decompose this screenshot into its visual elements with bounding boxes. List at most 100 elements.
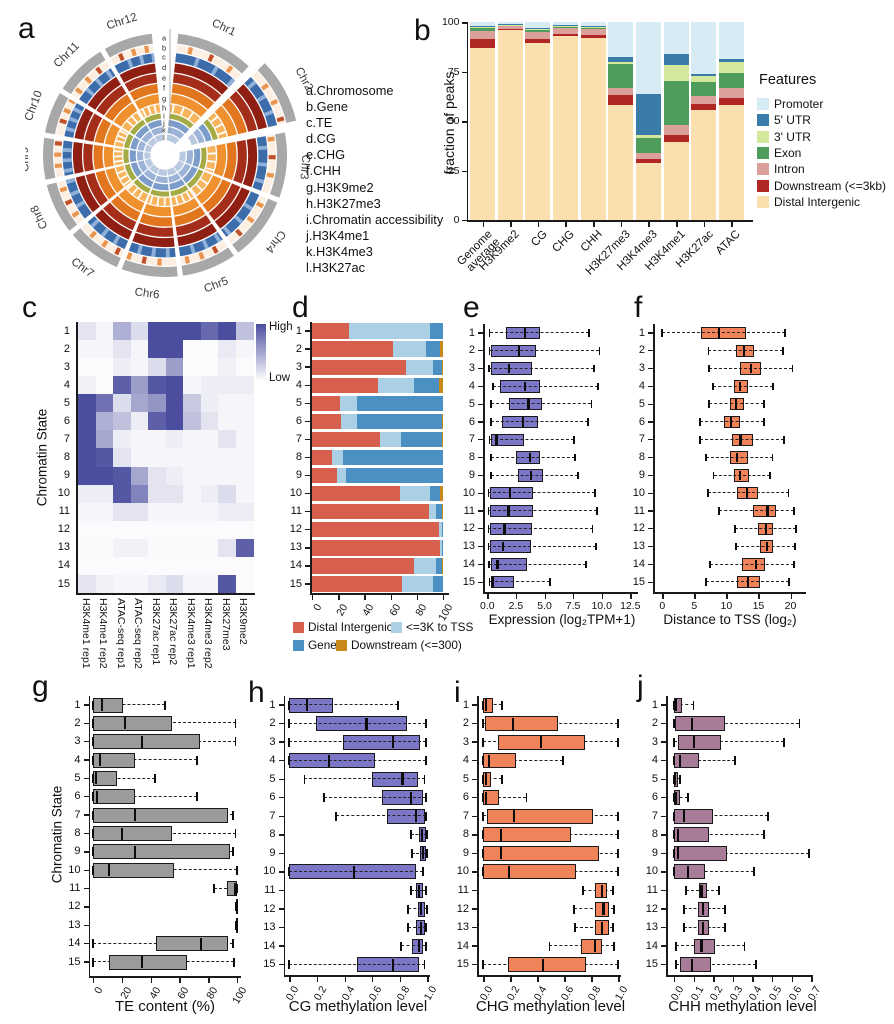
heatmap-cell xyxy=(200,556,219,576)
circos-fleck xyxy=(234,215,244,224)
boxplot-median xyxy=(700,940,703,953)
boxplot-whisker-cap xyxy=(582,886,585,895)
boxplot-whisker-cap xyxy=(617,848,620,858)
boxplot-whisker xyxy=(401,945,426,947)
panel-i-row-label: 12 xyxy=(456,902,469,915)
bar-segment xyxy=(377,377,415,393)
panel-j-row-label: 8 xyxy=(651,828,658,841)
bar-segment xyxy=(635,134,661,139)
boxplot-whisker xyxy=(289,704,399,706)
circos-track-g-Chr5 xyxy=(172,197,200,216)
panel-j-row-tick xyxy=(661,889,666,892)
bar-segment xyxy=(580,38,606,220)
panel-c-col-label: H3K9me2 xyxy=(237,598,250,645)
panel-f-row-label: 6 xyxy=(638,415,645,428)
boxplot-median xyxy=(499,828,502,841)
boxplot-whisker-cap xyxy=(234,920,237,930)
panel-j-row-label: 1 xyxy=(651,698,658,711)
panel-b-y-tick-label: 25 xyxy=(447,164,460,177)
boxplot-whisker-cap xyxy=(288,719,291,729)
legend-item-feature: Promoter xyxy=(757,97,823,111)
heatmap-cell xyxy=(78,412,96,431)
panel-f-row-tick xyxy=(648,456,653,459)
panel-b-y-tick xyxy=(461,22,467,24)
boxplot-whisker-cap xyxy=(426,904,429,914)
boxplot-median xyxy=(120,827,123,840)
heatmap-cell xyxy=(95,394,114,413)
panel-d-row-label: 3 xyxy=(295,360,302,373)
boxplot-whisker xyxy=(700,438,785,440)
heatmap-cell xyxy=(148,394,166,413)
panel-d-row-label: 4 xyxy=(295,378,302,391)
panel-j-x-tick xyxy=(772,976,774,982)
panel-g-x-tick xyxy=(150,977,152,983)
panel-j-row-label: 12 xyxy=(645,902,658,915)
panel-c-x-axis xyxy=(76,593,255,596)
boxplot-whisker-cap xyxy=(704,578,707,586)
circos-track-d-Chr10 xyxy=(74,108,94,140)
boxplot-whisker-cap xyxy=(587,418,589,426)
circos-fleck xyxy=(123,179,131,186)
circos-fleck xyxy=(105,69,114,80)
panel-c-row-label: 8 xyxy=(63,451,70,464)
panel-f-x-axis-title: Distance to TSS (log₂) xyxy=(663,612,797,627)
circos-track-i-Chr9 xyxy=(123,149,130,164)
panel-i-row-label: 5 xyxy=(462,772,469,785)
circos-track-letter-k: k xyxy=(162,126,166,135)
bar-segment xyxy=(440,486,443,502)
circos-track-g-Chr6 xyxy=(143,203,172,217)
boxplot-median xyxy=(738,381,741,392)
boxplot-median xyxy=(133,845,136,858)
circos-track-k-Chr9 xyxy=(137,151,144,161)
legend-swatch xyxy=(293,622,304,633)
boxplot-whisker xyxy=(93,795,197,797)
boxplot-median xyxy=(717,328,720,338)
boxplot-median xyxy=(702,921,705,934)
panel-d-row-label: 8 xyxy=(295,451,302,464)
heatmap-cell xyxy=(165,538,184,558)
boxplot-box xyxy=(580,938,603,954)
circos-fleck xyxy=(210,65,219,76)
boxplot-median xyxy=(391,958,394,971)
circos-track-i-Chr11 xyxy=(130,119,146,136)
heatmap-cell xyxy=(218,340,236,359)
panel-d-row-tick xyxy=(305,366,310,368)
panel-g-x-tick xyxy=(121,977,124,983)
circos-legend-item: c.TE xyxy=(306,115,333,131)
boxplot-median xyxy=(529,470,532,481)
boxplot-median xyxy=(540,736,543,749)
circos-fleck xyxy=(184,256,191,264)
circos-track-c-Chr1 xyxy=(175,53,236,88)
panel-g-row-tick xyxy=(83,924,89,926)
boxplot-whisker-cap xyxy=(482,960,485,970)
bar-segment xyxy=(718,58,744,63)
panel-g-y-axis xyxy=(88,695,91,978)
panel-h-row-tick xyxy=(278,871,284,873)
circos-track-f-Chr9 xyxy=(93,144,104,170)
circos-track-e-Chr5 xyxy=(175,214,212,236)
panel-i-row-tick xyxy=(472,834,477,836)
bar-segment xyxy=(470,48,495,220)
boxplot-whisker-cap xyxy=(423,774,426,784)
heatmap-cell xyxy=(130,484,149,504)
panel-e-x-tick-label: 7.5 xyxy=(565,600,581,612)
boxplot-whisker-cap xyxy=(573,436,576,444)
boxplot-whisker-cap xyxy=(482,774,485,784)
heatmap-cell xyxy=(200,466,219,486)
heatmap-cell xyxy=(148,358,166,377)
boxplot-whisker-cap xyxy=(549,578,552,586)
boxplot-whisker-cap xyxy=(487,542,490,551)
panel-b-y-tick-label: 100 xyxy=(441,16,460,29)
panel-i-row-tick xyxy=(472,797,477,799)
panel-i-row-tick xyxy=(472,964,477,966)
circos-track-d-Chr11 xyxy=(87,76,122,110)
legend-swatch xyxy=(757,146,769,159)
bar-segment xyxy=(691,22,717,75)
heatmap-cell xyxy=(235,394,254,413)
bar-segment xyxy=(312,377,378,393)
boxplot-whisker xyxy=(493,385,599,387)
boxplot-whisker-cap xyxy=(92,718,94,728)
bar-segment xyxy=(393,341,426,357)
circos-fleck xyxy=(72,106,83,115)
circos-fleck xyxy=(89,230,97,239)
